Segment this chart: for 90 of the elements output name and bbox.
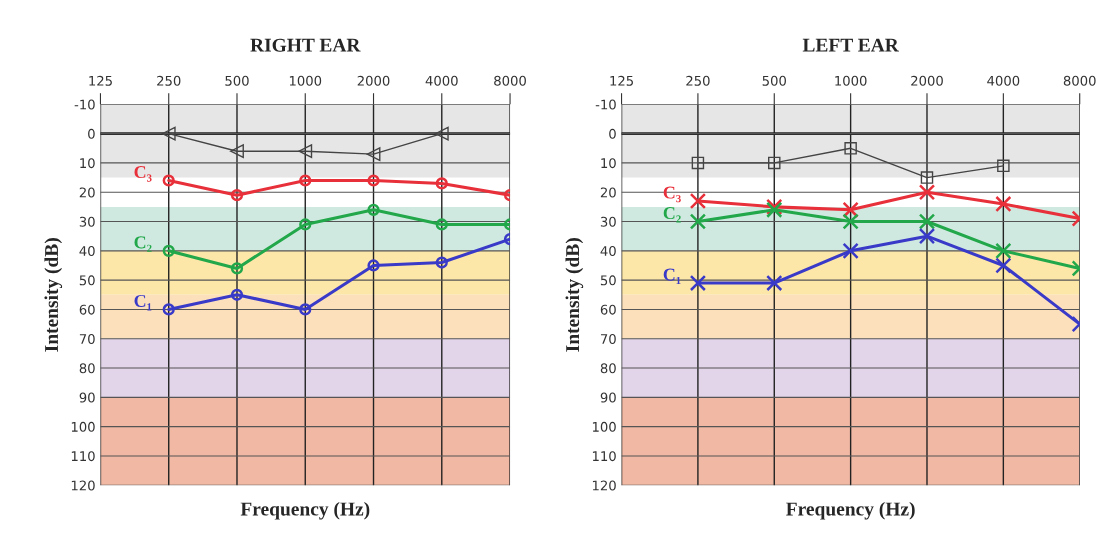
y-tick-label: 80 [79,363,95,374]
point [691,156,705,170]
x-tick-label: 2000 [357,75,390,86]
y-tick-label: 110 [592,451,616,462]
point [842,201,859,219]
y-tick-label: 60 [79,304,95,315]
point [366,147,381,162]
point [920,171,934,184]
point [995,242,1012,260]
y-tick-label: -10 [595,99,616,110]
x-tick-label: 4000 [987,75,1020,86]
point [842,242,859,260]
point [435,256,448,269]
y-tick-label: -10 [74,99,95,110]
point [918,184,936,201]
point [997,159,1010,173]
y-tick-label: 20 [600,187,616,198]
x-tick-label: 8000 [494,75,526,86]
point [995,195,1012,213]
y-tick-label: 120 [592,480,616,491]
point [842,213,859,230]
point [689,192,707,210]
chart-title: LEFT EAR [802,38,899,52]
y-tick-label: 70 [79,333,95,344]
y-tick-label: 90 [79,392,95,403]
y-tick-label: 50 [600,275,616,286]
point [230,288,244,301]
point [299,218,312,231]
point [689,213,707,230]
x-tick-label: 250 [686,75,710,86]
y-tick-label: 100 [71,421,95,432]
y-tick-label: 40 [600,246,616,257]
x-tick-label: 1000 [835,75,867,86]
point [435,177,448,190]
y-tick-label: 0 [88,128,95,139]
point [298,144,313,159]
chart-title: RIGHT EAR [250,38,361,52]
point [230,144,244,159]
y-tick-label: 10 [80,158,95,169]
series-label: C₂ [663,206,681,223]
point [766,274,783,292]
point [768,156,781,170]
y-axis-title: Intensity (dB) [565,238,584,352]
point [434,126,449,141]
x-tick-label: 250 [157,75,181,86]
point [161,126,176,141]
point [918,213,936,230]
x-axis-title: Frequency (Hz) [786,501,915,520]
x-tick-label: 4000 [425,75,458,86]
y-tick-label: 20 [79,187,95,198]
y-tick-label: 50 [79,275,95,286]
point [162,174,175,187]
point [230,262,244,275]
x-tick-label: 125 [610,75,633,86]
point [844,142,857,155]
point [299,303,312,316]
y-tick-label: 30 [79,216,95,227]
series-label: C₃ [134,165,152,182]
point [367,259,380,272]
point [435,218,448,231]
series-label: C₂ [134,236,152,252]
y-tick-label: 0 [609,128,616,139]
y-tick-label: 70 [600,333,616,344]
x-axis-title: Frequency (Hz) [240,501,370,520]
series-label: C₁ [134,294,152,311]
y-axis-title: Intensity (dB) [44,238,63,352]
point [299,174,312,187]
y-tick-label: 30 [600,216,616,227]
x-tick-label: 125 [89,75,112,86]
point [230,189,244,202]
y-tick-label: 90 [600,392,616,403]
y-tick-label: 80 [600,363,616,374]
point [162,244,175,257]
y-tick-label: 40 [79,246,95,257]
point [162,303,175,316]
x-tick-label: 8000 [1063,75,1096,86]
point [918,227,936,245]
y-tick-label: 120 [71,480,95,491]
point [689,274,707,292]
y-tick-label: 100 [592,421,616,432]
point [995,257,1012,274]
x-tick-label: 2000 [911,75,943,86]
x-tick-label: 1000 [289,75,322,86]
y-tick-label: 10 [601,158,616,169]
y-tick-label: 60 [600,304,616,315]
point [367,203,380,216]
y-tick-label: 110 [71,451,95,462]
point [367,174,380,187]
x-tick-label: 500 [225,75,249,86]
x-tick-label: 500 [762,75,786,86]
